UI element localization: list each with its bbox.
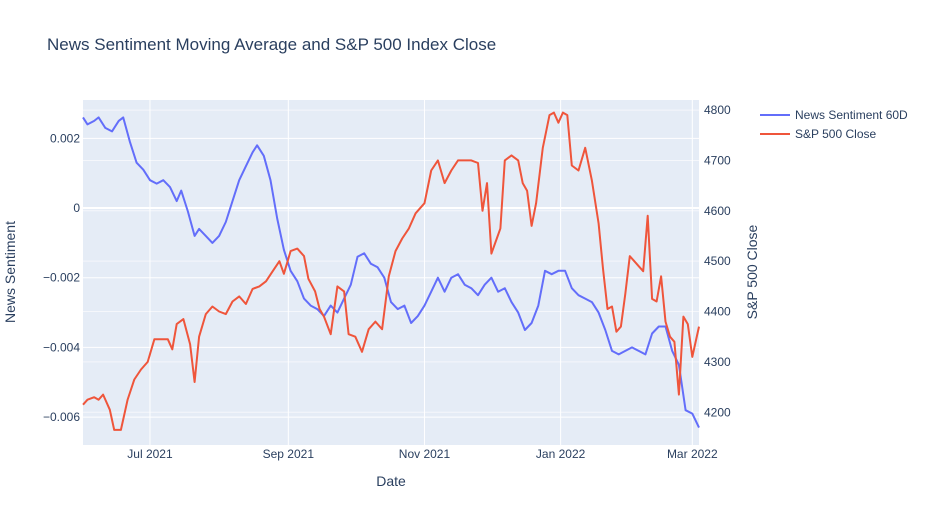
x-tick-label: Nov 2021	[399, 447, 451, 461]
x-tick-label: Jan 2022	[536, 447, 586, 461]
y2-tick-label: 4200	[704, 405, 731, 419]
y-tick-label: −0.006	[43, 410, 80, 424]
y2-tick-label: 4800	[704, 103, 731, 117]
y2-axis-title: S&P 500 Close	[744, 224, 760, 319]
y2-tick-label: 4400	[704, 305, 731, 319]
y2-tick-label: 4700	[704, 153, 731, 167]
series-line-1	[82, 111, 700, 431]
y-tick-label: 0.002	[50, 131, 80, 145]
y-tick-label: −0.002	[43, 271, 80, 285]
legend: News Sentiment 60D S&P 500 Close	[760, 108, 908, 141]
chart-title: News Sentiment Moving Average and S&P 50…	[47, 35, 496, 54]
y-axis-title: News Sentiment	[2, 221, 18, 323]
y2-tick-label: 4300	[704, 355, 731, 369]
x-tick-label: Sep 2021	[263, 447, 315, 461]
x-tick-label: Mar 2022	[667, 447, 718, 461]
y2-tick-label: 4600	[704, 204, 731, 218]
y2-axis-ticks: 4800 4700 4600 4500 4400 4300 4200	[704, 103, 731, 419]
y-tick-label: −0.004	[43, 340, 80, 354]
series-line-0	[82, 116, 700, 429]
y2-tick-label: 4500	[704, 254, 731, 268]
series-layer	[82, 111, 700, 431]
y-axis-ticks: 0.002 0 −0.002 −0.004 −0.006	[43, 131, 80, 424]
legend-label: S&P 500 Close	[795, 127, 876, 141]
plot-area	[83, 100, 699, 445]
x-axis-title: Date	[376, 473, 406, 489]
y-tick-label: 0	[73, 201, 80, 215]
x-axis-ticks: Jul 2021 Sep 2021 Nov 2021 Jan 2022 Mar 2022	[127, 447, 718, 461]
x-tick-label: Jul 2021	[127, 447, 173, 461]
legend-label: News Sentiment 60D	[795, 108, 908, 122]
